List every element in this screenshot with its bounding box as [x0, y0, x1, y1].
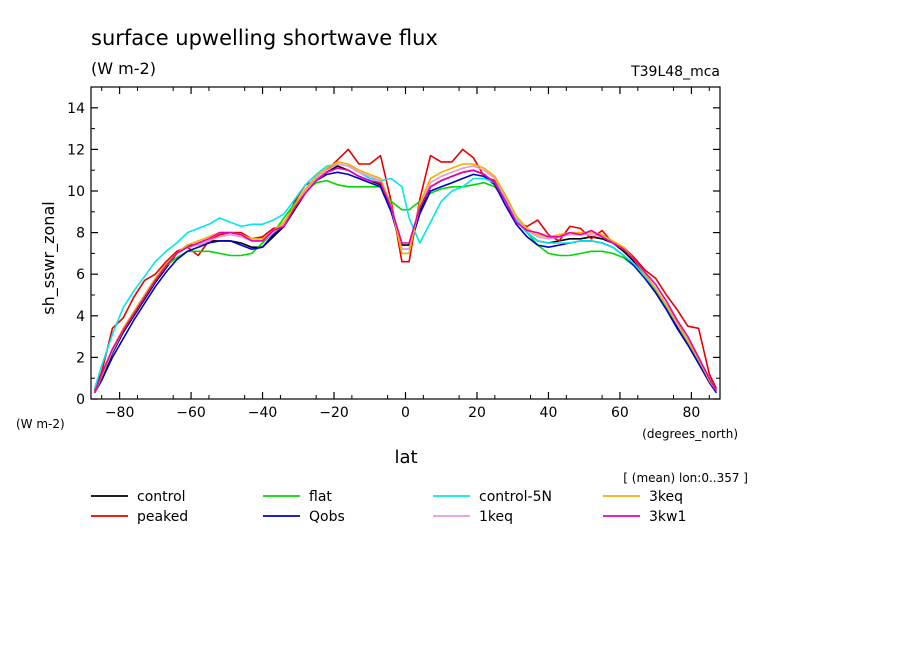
x-tick-label: 0: [401, 405, 410, 421]
y-tick-label: 6: [76, 267, 85, 283]
series-line-control-5n: [93, 163, 718, 392]
legend-label-control-5n: control-5N: [479, 489, 552, 505]
legend-label-flat: flat: [309, 489, 332, 505]
legend-label-1keq: 1keq: [479, 509, 513, 525]
model-label: T39L48_mca: [630, 64, 720, 80]
longitude-note: [ (mean) lon:0..357 ]: [623, 471, 748, 485]
x-tick-label: 20: [468, 405, 486, 421]
y-tick-label: 4: [76, 309, 85, 325]
series-layer: [93, 148, 718, 394]
axes-layer: −80 −60 −40 −20 0 20 40 60 80 0 2 4 6 8 10 12 14: [67, 86, 721, 421]
y-tick-label: 0: [76, 392, 85, 408]
legend-label-peaked: peaked: [137, 509, 188, 525]
legend-label-3kw1: 3kw1: [649, 509, 686, 525]
x-tick-label: 80: [682, 405, 700, 421]
x-tick-label: −40: [248, 405, 278, 421]
chart-units: (W m-2): [91, 59, 156, 78]
legend-label-qobs: Qobs: [309, 509, 345, 525]
series-line-flat: [93, 179, 718, 394]
series-line-1keq: [93, 163, 718, 394]
x-axis-units: (degrees_north): [642, 427, 738, 441]
x-tick-label: −20: [319, 405, 349, 421]
y-tick-label: 14: [67, 101, 85, 117]
series-line-3keq: [93, 161, 718, 394]
x-tick-label: 40: [540, 405, 558, 421]
y-axis-label: sh_sswr_zonal: [39, 201, 59, 314]
x-tick-label: −80: [105, 405, 135, 421]
legend: control peaked flat Qobs control-5N 1keq 3keq 3…: [91, 489, 686, 525]
y-tick-label: 2: [76, 350, 85, 366]
series-line-3kw1: [93, 167, 718, 394]
x-tick-label: 60: [611, 405, 629, 421]
y-tick-label: 12: [67, 142, 85, 158]
legend-label-control: control: [137, 489, 186, 505]
y-tick-label: 8: [76, 226, 85, 242]
legend-label-3keq: 3keq: [649, 489, 683, 505]
chart-title: surface upwelling shortwave flux: [91, 26, 438, 50]
x-axis-label: lat: [394, 447, 417, 468]
y-tick-label: 10: [67, 184, 85, 200]
x-tick-label: −60: [176, 405, 206, 421]
y-axis-units: (W m-2): [16, 417, 65, 431]
series-line-peaked: [93, 148, 718, 391]
